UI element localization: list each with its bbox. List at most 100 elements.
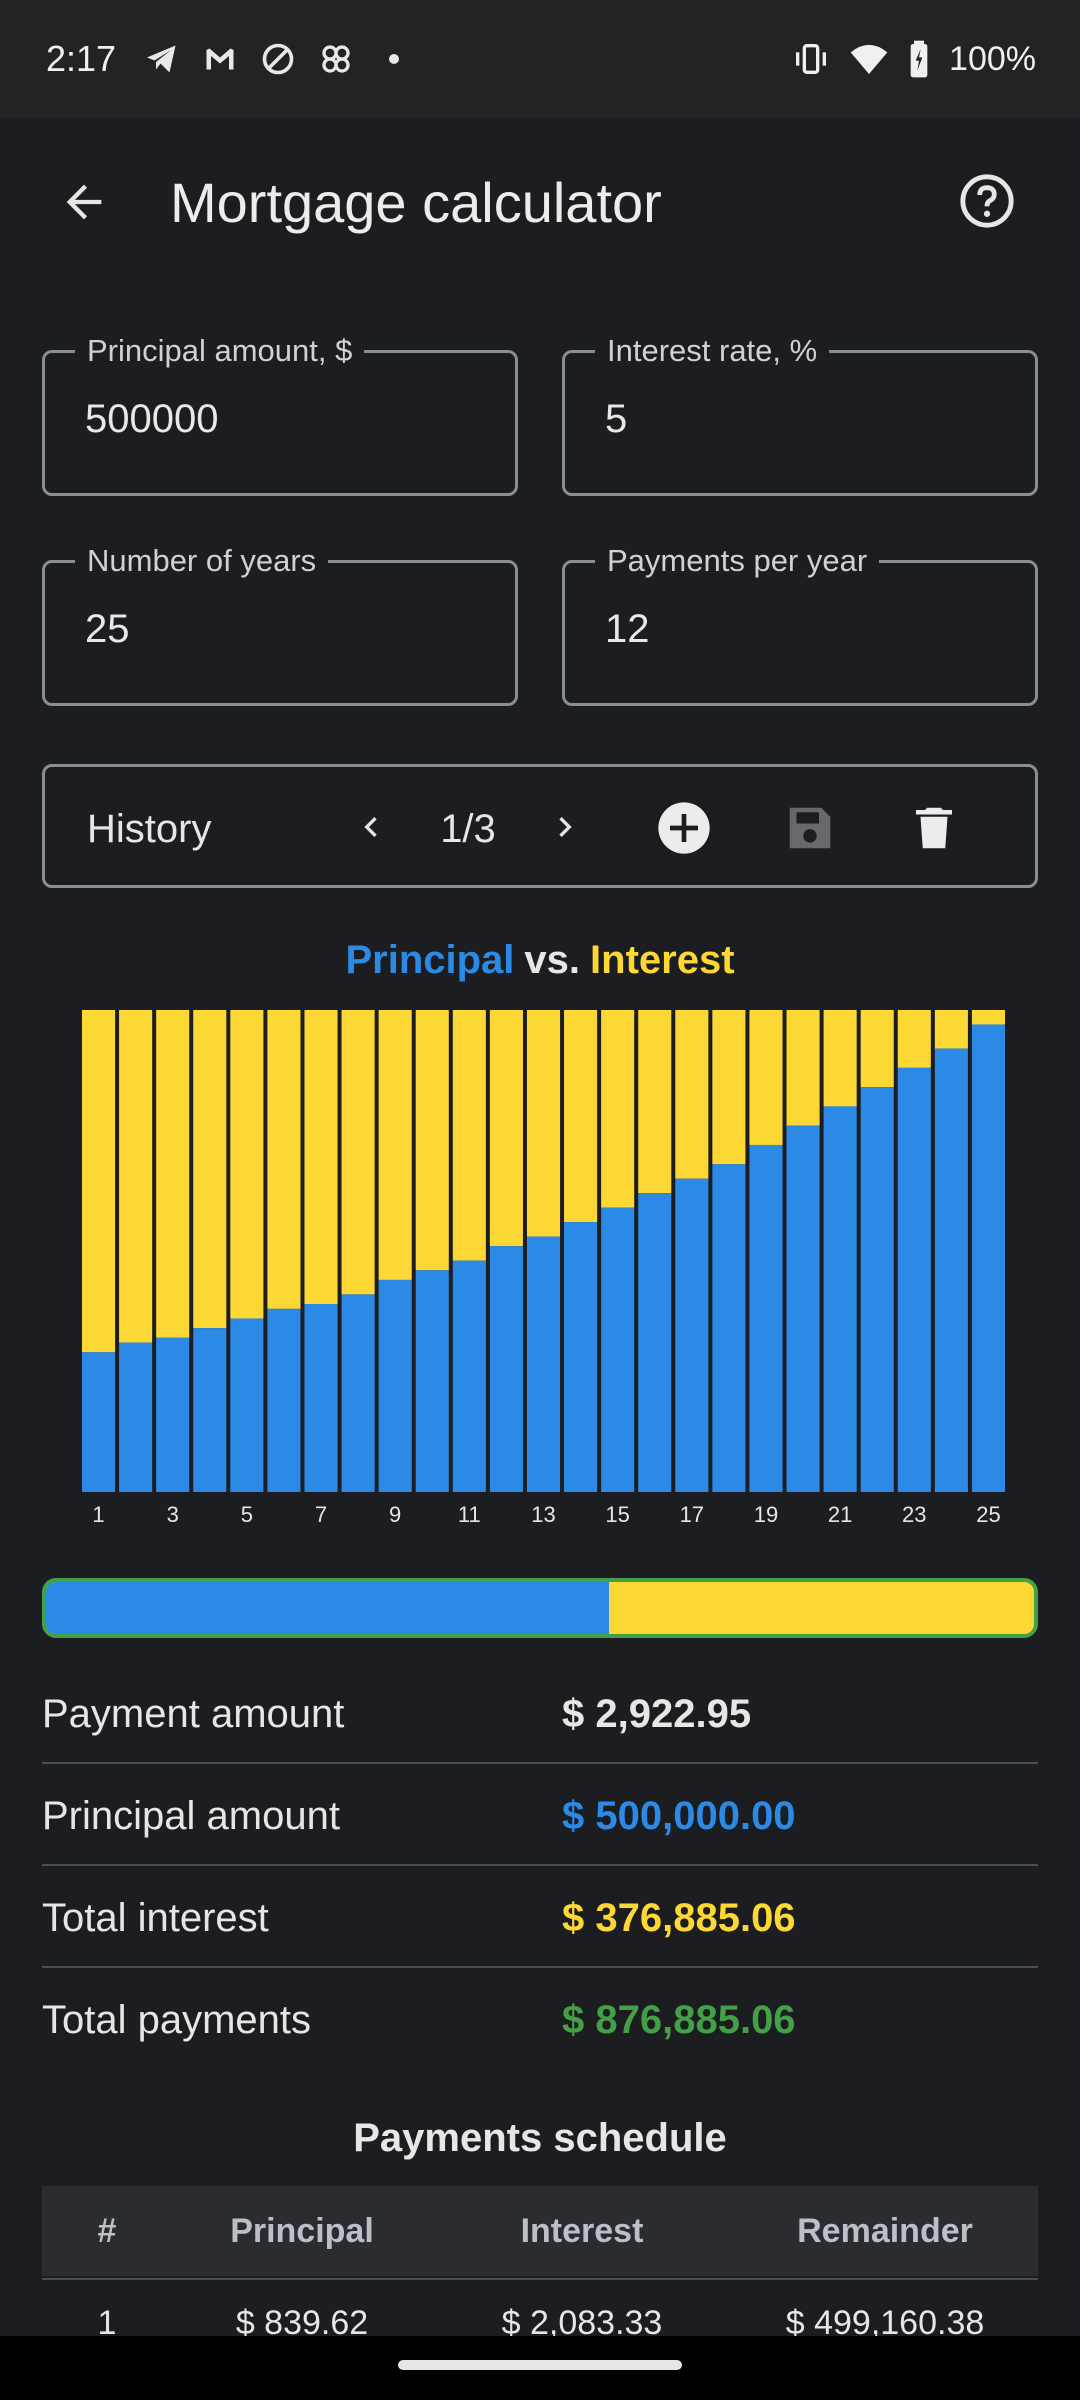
- payments-per-year-field-label: Payments per year: [595, 541, 880, 581]
- history-panel: History 1/3: [42, 764, 1038, 888]
- dot-icon: [374, 39, 414, 79]
- bar-interest-7: [304, 1010, 338, 1305]
- history-delete-button[interactable]: [905, 799, 963, 857]
- interest-rate-input[interactable]: [605, 397, 1005, 442]
- bar-interest-25: [971, 1010, 1005, 1025]
- summary-value: $ 376,885.06: [562, 1896, 796, 1940]
- chart-title-interest: Interest: [590, 938, 735, 982]
- years-field-label: Number of years: [75, 541, 329, 581]
- telegram-icon: [142, 39, 182, 79]
- bar-interest-19: [749, 1010, 783, 1145]
- history-next-button[interactable]: [539, 799, 591, 855]
- bar-interest-16: [638, 1010, 672, 1194]
- principal-input[interactable]: [85, 397, 485, 442]
- schedule-header-interest: Interest: [520, 2212, 644, 2250]
- gmail-icon: [200, 39, 240, 79]
- add-circle-icon: [658, 802, 710, 854]
- home-gesture-handle[interactable]: [398, 2360, 682, 2370]
- schedule-cell-remainder: $ 499,160.38: [785, 2304, 985, 2342]
- history-save-button[interactable]: [781, 799, 839, 857]
- history-label: History: [87, 807, 212, 851]
- schedule-cell-interest: $ 2,083.33: [501, 2304, 663, 2342]
- app-bar: Mortgage calculator: [0, 118, 1080, 288]
- bar-principal-13: [526, 1236, 561, 1492]
- chevron-left-icon: [364, 817, 377, 837]
- bar-principal-6: [267, 1308, 301, 1492]
- bar-principal-1: [82, 1352, 116, 1492]
- summary-value: $ 2,922.95: [562, 1692, 752, 1736]
- bar-principal-24: [934, 1048, 968, 1492]
- bar-principal-9: [378, 1279, 412, 1492]
- bar-interest-24: [934, 1010, 968, 1049]
- interest-rate-field[interactable]: Interest rate, %: [562, 331, 1038, 496]
- history-add-button[interactable]: [655, 799, 713, 857]
- schedule-header-number: #: [97, 2212, 117, 2250]
- x-tick-label: 11: [458, 1502, 481, 1527]
- bar-interest-13: [526, 1010, 561, 1237]
- x-tick-label: 7: [315, 1502, 327, 1527]
- wifi-icon: [849, 39, 889, 79]
- x-tick-label: 13: [531, 1502, 555, 1527]
- bar-interest-6: [267, 1010, 301, 1309]
- bar-interest-17: [675, 1010, 709, 1179]
- bar-principal-20: [786, 1125, 820, 1492]
- x-tick-label: 3: [167, 1502, 179, 1527]
- bar-principal-14: [564, 1222, 598, 1492]
- principal-interest-chart: 1 3 5 7 9 11 13 15 17 19 21 23 25: [82, 1010, 1005, 1527]
- table-row: 1 $ 839.62 $ 2,083.33 $ 499,160.38: [42, 2278, 1038, 2368]
- summary-label: Payment amount: [42, 1692, 345, 1736]
- page-title: Mortgage calculator: [170, 171, 662, 234]
- bar-principal-3: [156, 1337, 190, 1492]
- bar-principal-10: [415, 1270, 449, 1492]
- chart-title: Principal vs. Interest: [0, 938, 1080, 983]
- bar-principal-4: [193, 1328, 227, 1492]
- pinwheel-icon: [316, 39, 356, 79]
- history-prev-button[interactable]: [345, 799, 397, 855]
- principal-field[interactable]: Principal amount, $: [42, 331, 518, 496]
- bar-principal-11: [452, 1260, 486, 1492]
- bar-principal-17: [675, 1178, 709, 1492]
- schedule-header-principal: Principal: [230, 2212, 374, 2250]
- x-tick-label: 15: [605, 1502, 629, 1527]
- summary-value: $ 500,000.00: [562, 1794, 796, 1838]
- save-icon: [789, 807, 831, 849]
- summary-label: Total payments: [42, 1998, 312, 2042]
- bar-principal-21: [823, 1106, 857, 1492]
- schedule-title: Payments schedule: [353, 2116, 727, 2160]
- bar-principal-25: [971, 1024, 1005, 1492]
- bar-principal-7: [304, 1304, 338, 1492]
- bar-interest-3: [156, 1010, 190, 1338]
- bar-principal-2: [119, 1342, 153, 1492]
- back-button[interactable]: [52, 170, 116, 234]
- years-input[interactable]: [85, 607, 485, 652]
- summary-row-payment: Payment amount $ 2,922.95: [42, 1664, 1038, 1764]
- years-field[interactable]: Number of years: [42, 541, 518, 706]
- x-tick-label: 23: [902, 1502, 926, 1527]
- payments-per-year-field[interactable]: Payments per year: [562, 541, 1038, 706]
- x-tick-label: 1: [92, 1502, 104, 1527]
- bar-interest-18: [712, 1010, 746, 1165]
- battery-percent: 100%: [949, 39, 1036, 78]
- schedule-cell-number: 1: [97, 2304, 117, 2342]
- chart-title-principal: Principal: [345, 938, 515, 982]
- bar-interest-11: [452, 1010, 486, 1261]
- progress-principal-fill: [46, 1582, 610, 1634]
- summary-row-principal: Principal amount $ 500,000.00: [42, 1766, 1038, 1866]
- bar-principal-5: [230, 1318, 264, 1492]
- schedule-header-row: # Principal Interest Remainder: [42, 2186, 1038, 2276]
- x-tick-label: 21: [828, 1502, 852, 1527]
- bar-principal-15: [601, 1207, 635, 1492]
- help-button[interactable]: [956, 170, 1018, 232]
- bar-interest-5: [230, 1010, 264, 1319]
- bar-interest-20: [786, 1010, 820, 1126]
- summary-label: Total interest: [42, 1896, 269, 1940]
- bar-interest-9: [378, 1010, 412, 1280]
- x-tick-label: 5: [241, 1502, 253, 1527]
- bar-interest-14: [564, 1010, 598, 1223]
- payments-per-year-input[interactable]: [605, 607, 1005, 652]
- principal-field-label: Principal amount, $: [75, 331, 365, 371]
- notification-icons: [142, 39, 414, 79]
- bar-interest-2: [119, 1010, 153, 1343]
- bar-principal-19: [749, 1144, 783, 1492]
- x-tick-label: 17: [680, 1502, 704, 1527]
